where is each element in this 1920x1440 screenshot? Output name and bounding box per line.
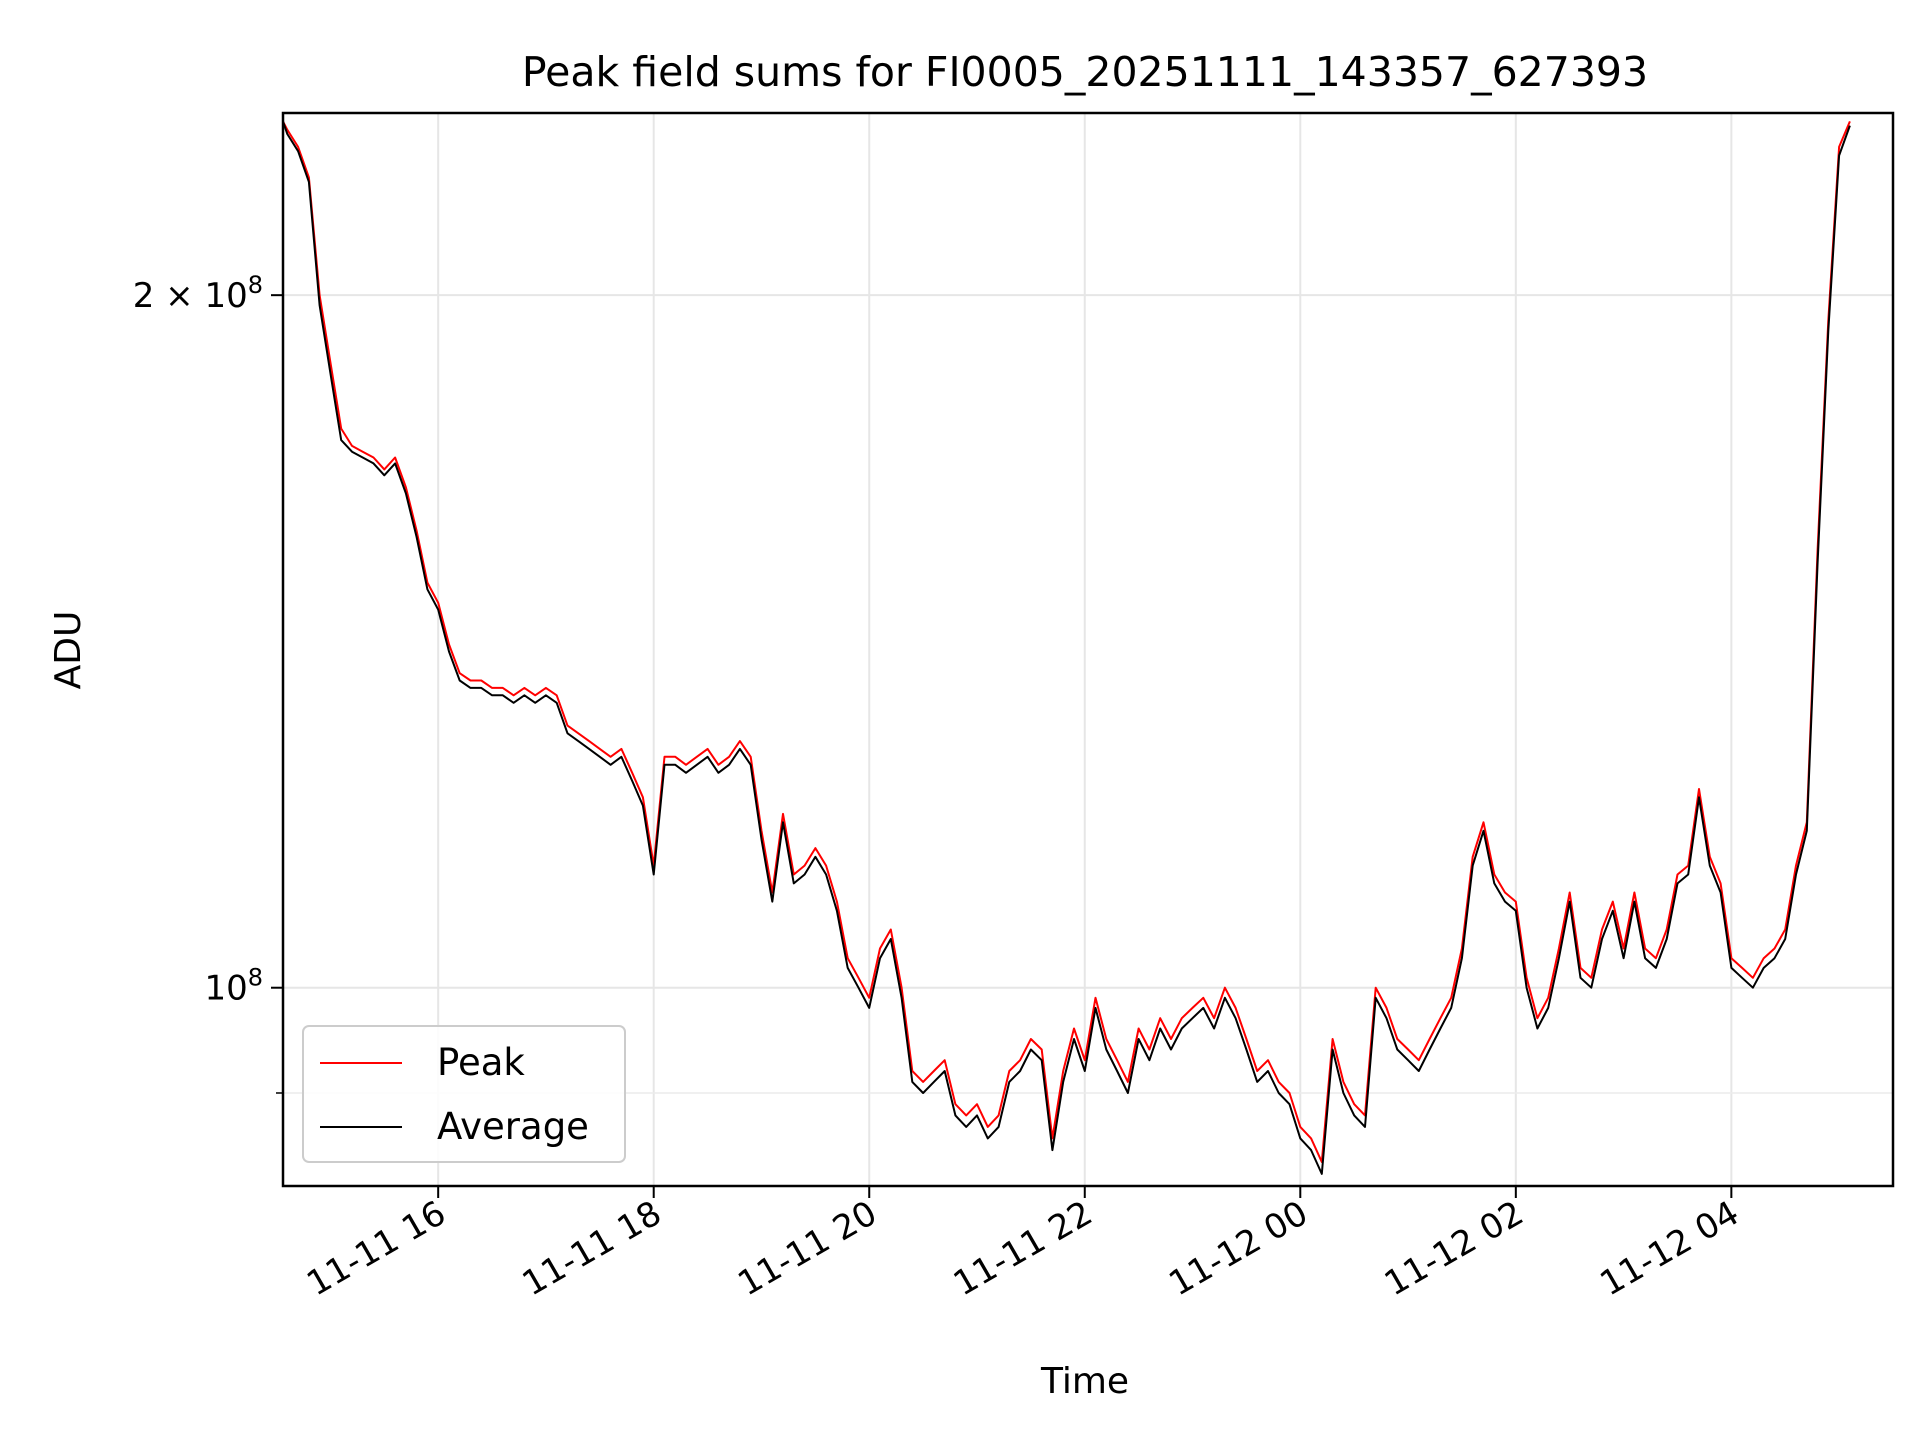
x-axis-label: Time — [1040, 1361, 1129, 1402]
plot-frame — [281, 111, 1895, 1188]
series-lines — [282, 120, 1851, 1175]
series-average-line — [282, 121, 1851, 1175]
grid — [283, 113, 1893, 1186]
y-axis-label: ADU — [48, 611, 89, 690]
legend: Peak Average — [302, 1025, 626, 1163]
y-tick-label: 2 × 108 — [133, 271, 263, 316]
legend-peak-label: Peak — [437, 1041, 525, 1084]
y-axis-ticks: 108 2 × 108 — [133, 271, 283, 1094]
series-peak-line — [282, 120, 1851, 1163]
chart-title: Peak field sums for FI0005_20251111_1433… — [522, 48, 1648, 96]
legend-average-label: Average — [437, 1105, 589, 1148]
y-tick-label: 108 — [204, 964, 263, 1009]
